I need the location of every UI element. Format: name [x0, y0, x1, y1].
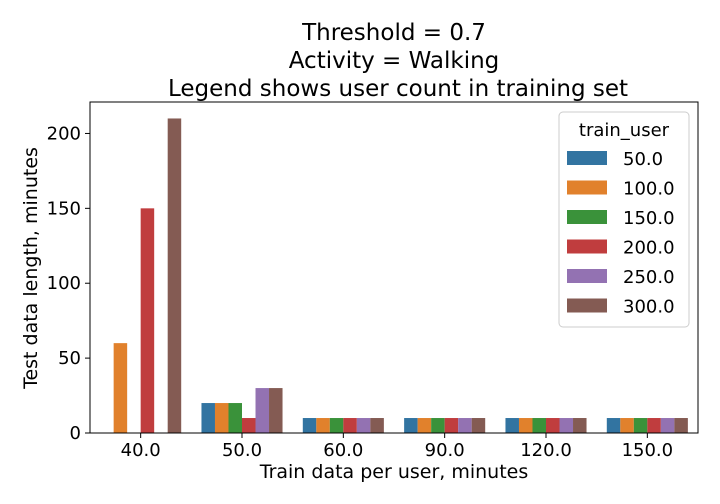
bar-60.0-250.0 [356, 418, 371, 433]
bar-90.0-250.0 [458, 418, 472, 433]
bar-150.0-50.0 [606, 418, 621, 433]
x-tick-label: 60.0 [323, 440, 363, 461]
bar-90.0-50.0 [404, 418, 418, 433]
bars-group [113, 118, 688, 434]
legend-label: 50.0 [623, 149, 663, 170]
bar-60.0-150.0 [329, 418, 344, 433]
legend-swatch [567, 298, 607, 313]
x-tick-label: 40.0 [121, 440, 161, 461]
legend-swatch [567, 239, 607, 254]
bar-120.0-100.0 [518, 418, 533, 433]
chart-title: Threshold = 0.7 Activity = Walking Legen… [168, 20, 628, 102]
title-line-3: Legend shows user count in training set [168, 76, 628, 102]
bar-60.0-100.0 [316, 418, 330, 433]
bar-60.0-50.0 [302, 418, 317, 433]
legend-title: train_user [579, 120, 670, 141]
legend: train_user 50.0 100.0 150.0 200.0 250.0 300.0 [558, 111, 690, 328]
bar-150.0-200.0 [647, 418, 661, 433]
bar-90.0-100.0 [417, 418, 432, 433]
bar-40.0-100.0 [113, 343, 128, 433]
title-line-2: Activity = Walking [289, 48, 500, 74]
bar-150.0-300.0 [674, 418, 688, 433]
y-tick-label: 100 [47, 273, 81, 294]
legend-swatch [567, 269, 607, 283]
bar-90.0-300.0 [471, 418, 486, 433]
bar-50.0-250.0 [255, 388, 270, 433]
x-tick-label: 90.0 [425, 440, 465, 461]
bar-40.0-300.0 [167, 118, 182, 434]
bar-50.0-300.0 [269, 388, 283, 433]
y-tick-label: 50 [58, 348, 81, 369]
legend-label: 300.0 [623, 297, 675, 318]
bar-120.0-150.0 [532, 418, 546, 433]
axes-group: 0 50 100 150 200 40.0 50.0 60.0 90.0 120.0 150.0 [47, 101, 699, 461]
bar-40.0-200.0 [140, 208, 155, 433]
x-tick-label: 150.0 [622, 440, 674, 461]
bar-50.0-150.0 [228, 403, 242, 433]
bar-90.0-150.0 [431, 418, 445, 433]
y-tick-label: 200 [47, 123, 81, 144]
bar-90.0-200.0 [444, 418, 459, 433]
bar-150.0-100.0 [620, 418, 634, 433]
bar-50.0-100.0 [214, 403, 229, 433]
bar-120.0-250.0 [559, 418, 574, 433]
x-tick-label: 50.0 [222, 440, 262, 461]
legend-swatch [567, 210, 607, 224]
bar-50.0-200.0 [242, 418, 256, 433]
plot-frame [89, 101, 699, 434]
y-tick-label: 0 [70, 423, 81, 444]
x-axis-label: Train data per user, minutes [259, 461, 529, 483]
bar-120.0-200.0 [546, 418, 560, 433]
legend-label: 100.0 [623, 179, 675, 200]
bar-150.0-250.0 [660, 418, 675, 433]
legend-swatch [567, 180, 607, 195]
y-axis-label: Test data length, minutes [20, 147, 42, 390]
bar-60.0-300.0 [370, 418, 384, 433]
legend-label: 200.0 [623, 238, 675, 259]
x-tick-label: 120.0 [520, 440, 572, 461]
bar-120.0-50.0 [505, 418, 519, 433]
legend-label: 250.0 [623, 267, 675, 288]
legend-label: 150.0 [623, 208, 675, 229]
y-tick-label: 150 [47, 198, 81, 219]
bar-50.0-50.0 [201, 403, 215, 433]
legend-swatch [567, 151, 607, 165]
title-line-1: Threshold = 0.7 [301, 20, 486, 46]
bar-150.0-150.0 [633, 418, 648, 433]
bar-60.0-200.0 [343, 418, 357, 433]
bar-120.0-300.0 [573, 418, 587, 433]
